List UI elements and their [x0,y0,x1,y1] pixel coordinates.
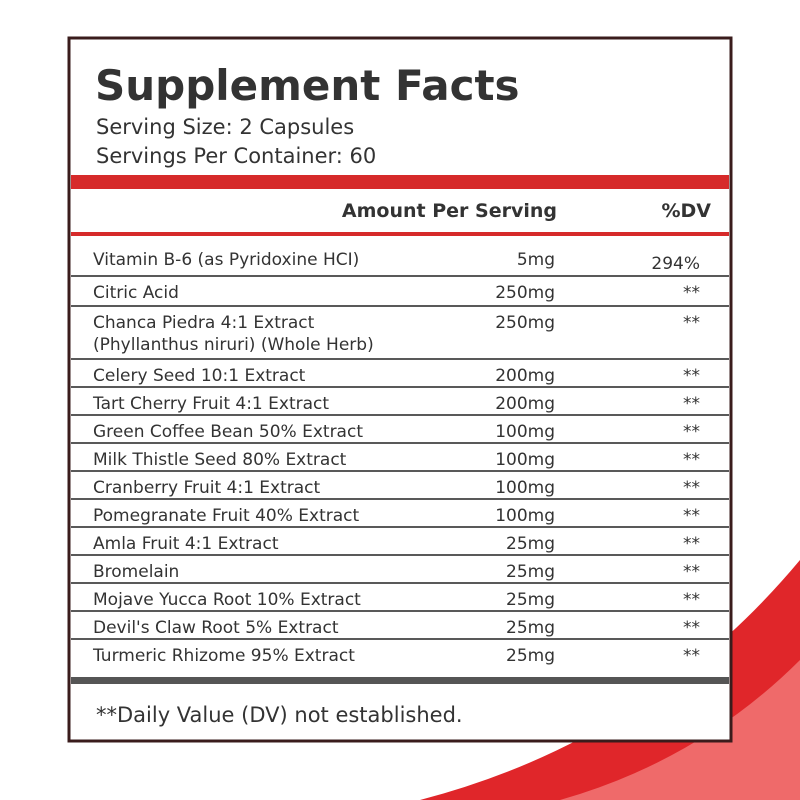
rows: Vitamin B-6 (as Pyridoxine HCI) 5mg 294% Ci… [71,250,729,666]
daily-value: ** [683,422,700,442]
ingredient-name: Citric Acid [93,283,179,303]
daily-value: ** [683,394,700,414]
ingredient-name: Pomegranate Fruit 40% Extract [93,506,359,526]
amount: 5mg [517,250,555,270]
serving-size: Serving Size: 2 Capsules [96,115,354,139]
ingredient-name: Amla Fruit 4:1 Extract [93,534,279,554]
amount: 200mg [495,366,555,386]
daily-value: ** [683,478,700,498]
swoosh-light [560,660,800,800]
amount: 25mg [506,562,555,582]
servings-per-container: Servings Per Container: 60 [96,144,376,168]
daily-value: ** [683,366,700,386]
ingredient-name: (Phyllanthus niruri) (Whole Herb) [93,335,374,355]
ingredient-name: Devil's Claw Root 5% Extract [93,618,339,638]
amount: 25mg [506,646,555,666]
daily-value: ** [683,646,700,666]
amount: 100mg [495,478,555,498]
amount: 100mg [495,422,555,442]
red-bar [71,175,729,189]
footnote: **Daily Value (DV) not established. [96,703,463,727]
daily-value: ** [683,590,700,610]
title: Supplement Facts [95,61,520,110]
ingredient-name: Mojave Yucca Root 10% Extract [93,590,361,610]
amount: 100mg [495,506,555,526]
ingredient-name: Milk Thistle Seed 80% Extract [93,450,347,470]
ingredient-name: Cranberry Fruit 4:1 Extract [93,478,321,498]
amount: 250mg [495,313,555,333]
ingredient-name: Turmeric Rhizome 95% Extract [92,646,355,666]
daily-value: 294% [651,254,700,274]
column-header: %DV [661,200,711,222]
amount: 25mg [506,590,555,610]
amount: 100mg [495,450,555,470]
column-header: Amount Per Serving [342,200,557,222]
ingredient-name: Celery Seed 10:1 Extract [93,366,306,386]
daily-value: ** [683,534,700,554]
amount: 25mg [506,618,555,638]
ingredient-name: Green Coffee Bean 50% Extract [93,422,363,442]
ingredient-name: Chanca Piedra 4:1 Extract [93,313,315,333]
panel [67,36,733,743]
daily-value: ** [683,283,700,303]
daily-value: ** [683,562,700,582]
ingredient-name: Bromelain [93,562,179,582]
gray-bar [71,677,729,684]
red-rule [71,232,729,236]
daily-value: ** [683,506,700,526]
ingredient-name: Tart Cherry Fruit 4:1 Extract [92,394,329,414]
daily-value: ** [683,450,700,470]
ingredient-name: Vitamin B-6 (as Pyridoxine HCI) [93,250,359,270]
amount: 250mg [495,283,555,303]
daily-value: ** [683,313,700,333]
daily-value: ** [683,618,700,638]
amount: 25mg [506,534,555,554]
amount: 200mg [495,394,555,414]
